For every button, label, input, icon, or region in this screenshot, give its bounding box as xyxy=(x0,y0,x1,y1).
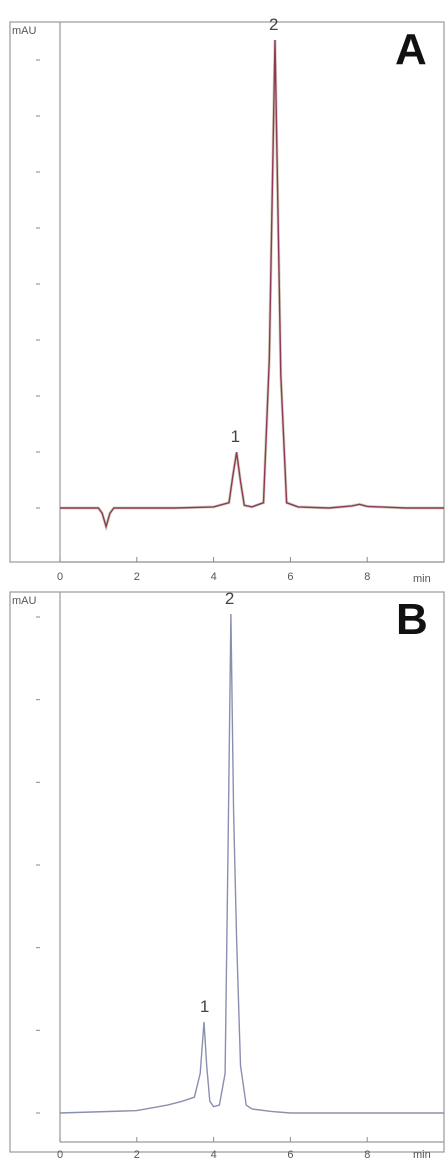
panel-b-letter: B xyxy=(396,595,428,644)
panel-b-x-tick-label: 4 xyxy=(211,1149,217,1161)
panel-a-x-ticks: 0 2 4 6 8 xyxy=(57,557,370,583)
panel-a-y-label: mAU xyxy=(12,25,37,37)
panel-a-x-tick-label: 8 xyxy=(364,571,370,583)
panel-a-x-unit: min xyxy=(413,573,431,585)
panel-a-letter: A xyxy=(395,25,427,74)
panel-b-x-tick-label: 8 xyxy=(364,1149,370,1161)
panel-b-trace xyxy=(59,613,444,1114)
panel-a-peak-1-label: 1 xyxy=(231,427,240,446)
panel-b-x-tick-label: 2 xyxy=(134,1149,140,1161)
panel-b-x-tick-label: 0 xyxy=(57,1149,63,1161)
panel-a-peak-2-label: 2 xyxy=(269,15,278,34)
panel-b-peak-1-label: 1 xyxy=(200,997,209,1016)
panel-a-trace xyxy=(60,39,444,530)
panel-a-y-ticks xyxy=(36,59,40,509)
panel-a-x-tick-label: 6 xyxy=(287,571,293,583)
panel-b-peak-2-label: 2 xyxy=(225,589,234,608)
panel-b-y-ticks xyxy=(36,616,40,1114)
panel-a-trace-shadow xyxy=(60,39,444,532)
panel-a-x-tick-label: 4 xyxy=(211,571,217,583)
panel-a-frame xyxy=(9,21,445,563)
panel-b-x-ticks: 0 2 4 6 8 xyxy=(57,1137,370,1161)
panel-a-x-tick-label: 2 xyxy=(134,571,140,583)
panel-b-x-tick-label: 6 xyxy=(287,1149,293,1161)
panel-a-x-tick-label: 0 xyxy=(57,571,63,583)
panel-b-y-label: mAU xyxy=(12,595,37,607)
panel-b: mAU B min 0 2 4 6 8 1 2 xyxy=(9,589,445,1161)
panel-b-x-unit: min xyxy=(413,1149,431,1161)
panel-b-frame xyxy=(9,591,445,1153)
panel-a: mAU A min 0 2 4 6 8 1 2 xyxy=(9,15,445,585)
